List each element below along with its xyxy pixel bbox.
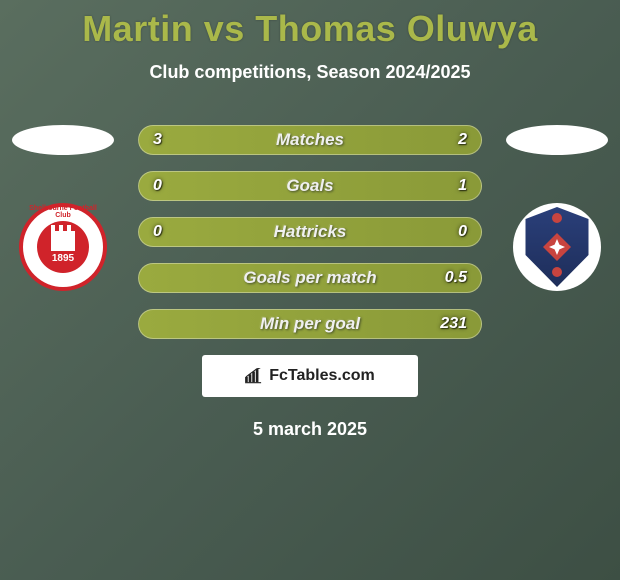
bar-chart-icon [245, 368, 263, 384]
stat-right-value: 0.5 [445, 269, 467, 287]
subtitle: Club competitions, Season 2024/2025 [0, 62, 620, 83]
stat-right-value: 231 [440, 315, 467, 333]
left-club-year: 1895 [52, 253, 74, 264]
right-player-col [502, 125, 612, 291]
stat-left-value: 0 [153, 177, 162, 195]
stat-label: Matches [276, 130, 344, 150]
left-player-avatar-placeholder [12, 125, 114, 155]
brand-text: FcTables.com [269, 367, 375, 385]
left-player-col: Shelbourne Football Club 1895 [8, 125, 118, 291]
stat-label: Hattricks [274, 222, 347, 242]
stat-bar-hattricks: 0 Hattricks 0 [138, 217, 482, 247]
stat-right-value: 1 [458, 177, 467, 195]
star-crescent-icon [543, 233, 571, 261]
castle-icon [51, 231, 75, 251]
right-crest-inner [522, 207, 592, 287]
stat-left-value: 3 [153, 131, 162, 149]
stat-right-value: 0 [458, 223, 467, 241]
stat-right-value: 2 [458, 131, 467, 149]
stat-label: Goals [286, 176, 333, 196]
stat-bar-min-per-goal: Min per goal 231 [138, 309, 482, 339]
stat-label: Min per goal [260, 314, 360, 334]
brand-watermark: FcTables.com [202, 355, 418, 397]
date: 5 march 2025 [0, 419, 620, 440]
stat-bar-goals: 0 Goals 1 [138, 171, 482, 201]
stat-label: Goals per match [243, 268, 376, 288]
right-player-avatar-placeholder [506, 125, 608, 155]
right-club-crest [513, 203, 601, 291]
left-club-crest: Shelbourne Football Club 1895 [19, 203, 107, 291]
stats-column: 3 Matches 2 0 Goals 1 0 Hattricks 0 Goal… [118, 125, 502, 397]
stat-bar-matches: 3 Matches 2 [138, 125, 482, 155]
comparison-row: Shelbourne Football Club 1895 3 Matches … [0, 125, 620, 397]
left-club-name-arc: Shelbourne Football Club [23, 205, 103, 219]
stat-left-value: 0 [153, 223, 162, 241]
left-crest-inner: 1895 [37, 221, 89, 273]
page-title: Martin vs Thomas Oluwya [0, 0, 620, 50]
stat-bar-goals-per-match: Goals per match 0.5 [138, 263, 482, 293]
